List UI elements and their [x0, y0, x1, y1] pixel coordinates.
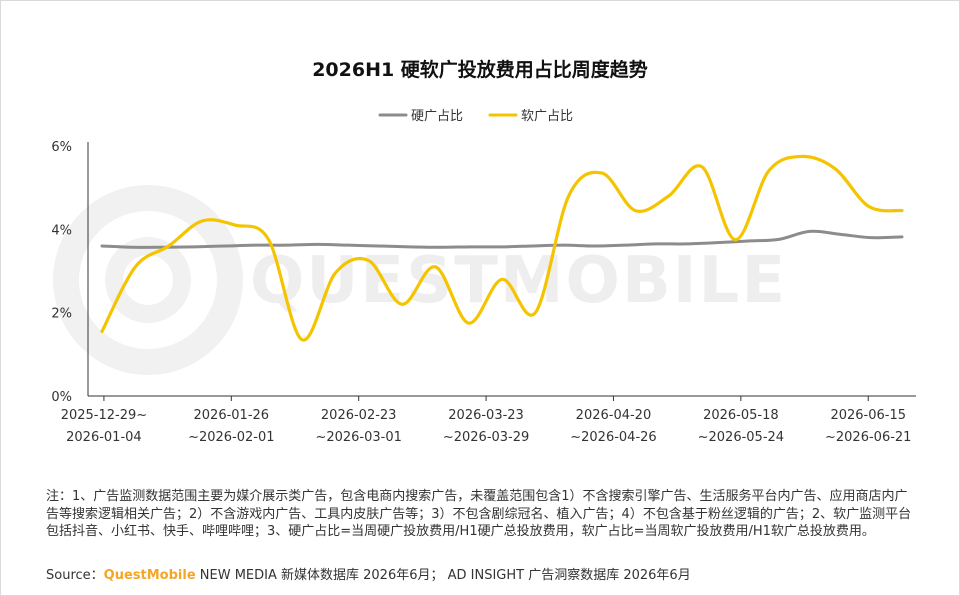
source-prefix: Source：	[46, 568, 104, 583]
x-tick-label: 2026-06-15	[830, 408, 906, 423]
watermark-text: QUESTMOBILE	[250, 244, 787, 318]
x-tick-label: ~2026-05-24	[698, 430, 784, 445]
x-tick-label: 2026-05-18	[703, 408, 779, 423]
watermark: QUESTMOBILE	[53, 185, 787, 375]
x-tick-label: ~2026-02-01	[188, 430, 274, 445]
footnote-text: 注：1、广告监测数据范围主要为媒介展示类广告，包含电商内搜索广告，未覆盖范围包含…	[46, 489, 912, 539]
series-line-1	[100, 229, 904, 249]
legend: 硬广占比 软广占比	[378, 109, 573, 124]
chart-title: 2026H1 硬软广投放费用占比周度趋势	[312, 58, 648, 81]
legend-label: 硬广占比	[411, 109, 463, 124]
axes: 6% 4% 2% 0% 2025-12-29~ 2026-01-04 2026-01-26 ~…	[51, 140, 916, 445]
line-chart: QUESTMOBILE 2026H1 硬软广投放费用占比周度趋势 硬广占比 软广占…	[51, 58, 916, 445]
x-tick-label: 2026-03-23	[448, 408, 524, 423]
x-tick-label: 2025-12-29~	[61, 408, 147, 423]
questmobile-brand: QuestMobile	[103, 568, 196, 583]
series-line-2	[100, 154, 904, 342]
y-tick-label: 4%	[51, 223, 72, 238]
footnote: 注：1、广告监测数据范围主要为媒介展示类广告，包含电商内搜索广告，未覆盖范围包含…	[46, 488, 918, 541]
x-tick-label: 2026-02-23	[321, 408, 397, 423]
y-tick-label: 6%	[51, 140, 72, 155]
legend-label: 软广占比	[521, 109, 573, 124]
source-text: NEW MEDIA 新媒体数据库 2026年6月； AD INSIGHT 广告洞…	[195, 568, 691, 583]
x-tick-label: ~2026-03-01	[315, 430, 401, 445]
y-tick-label: 2%	[51, 307, 72, 322]
x-tick-label: 2026-01-04	[66, 430, 142, 445]
x-tick-label: ~2026-04-26	[570, 430, 656, 445]
source-line: Source：QuestMobile NEW MEDIA 新媒体数据库 2026…	[46, 564, 691, 583]
x-tick-label: 2026-01-26	[194, 408, 270, 423]
series-lines	[100, 154, 904, 342]
y-tick-label: 0%	[51, 390, 72, 405]
x-tick-label: ~2026-06-21	[825, 430, 911, 445]
x-tick-label: 2026-04-20	[576, 408, 652, 423]
x-tick-label: ~2026-03-29	[443, 430, 529, 445]
